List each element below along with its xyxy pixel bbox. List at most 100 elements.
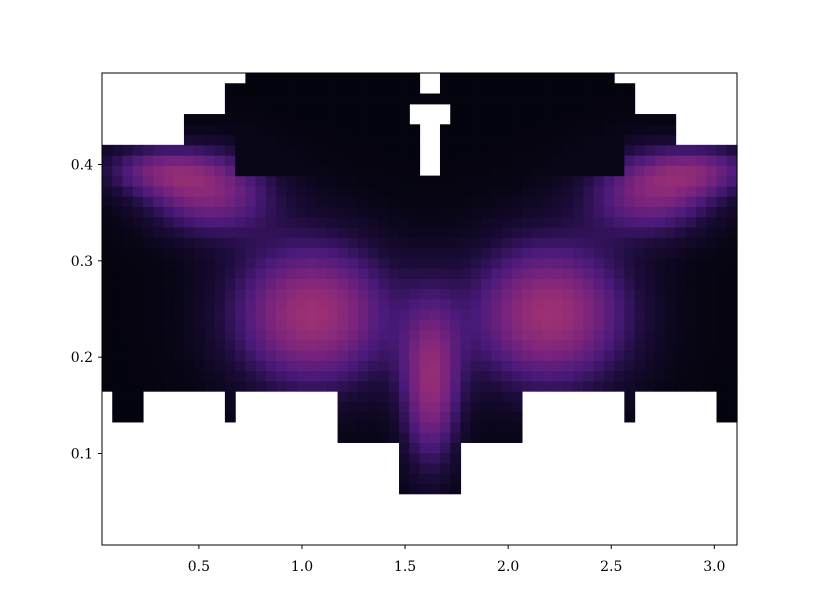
heatmap-cell: [327, 155, 339, 166]
heatmap-cell: [409, 442, 421, 454]
heatmap-cell: [562, 206, 574, 218]
heatmap-cell: [122, 185, 134, 197]
heatmap-cell: [726, 350, 738, 361]
heatmap-cell: [634, 278, 646, 290]
heatmap-cell: [399, 473, 410, 485]
heatmap-cell: [245, 380, 257, 392]
heatmap-cell: [521, 319, 533, 331]
heatmap-cell: [624, 329, 636, 341]
heatmap-cell: [603, 103, 615, 115]
heatmap-cell: [358, 93, 369, 105]
heatmap-cell: [409, 339, 421, 351]
heatmap-cell: [112, 257, 124, 269]
heatmap-cell: [132, 175, 144, 187]
heatmap-cell: [552, 124, 564, 136]
heatmap-cell: [614, 380, 625, 392]
heatmap-cell: [347, 370, 359, 382]
heatmap-cell: [562, 226, 574, 238]
heatmap-cell: [562, 339, 574, 351]
heatmap-cell: [532, 185, 543, 197]
heatmap-cell: [409, 165, 421, 177]
heatmap-cell: [102, 339, 113, 351]
heatmap-cell: [470, 196, 482, 207]
heatmap-cell: [491, 411, 503, 423]
heatmap-cell: [542, 350, 554, 361]
heatmap-cell: [317, 216, 328, 228]
heatmap-cell: [204, 278, 216, 290]
heatmap-cell: [204, 339, 216, 351]
heatmap-cell: [419, 257, 431, 269]
heatmap-cell: [224, 185, 236, 197]
heatmap-cell: [245, 114, 257, 125]
heatmap-cell: [726, 309, 738, 320]
heatmap-cell: [142, 237, 154, 249]
heatmap-cell: [327, 206, 339, 218]
heatmap-cell: [460, 226, 472, 238]
heatmap-cell: [245, 267, 257, 279]
heatmap-cell: [542, 298, 554, 310]
x-tick-label: 1.0: [291, 559, 313, 575]
heatmap-cell: [491, 267, 503, 279]
heatmap-cell: [573, 134, 584, 146]
heatmap-cell: [378, 103, 390, 115]
heatmap-cell: [317, 185, 328, 197]
heatmap-cell: [573, 257, 584, 269]
heatmap-cell: [532, 196, 543, 207]
heatmap-cell: [245, 83, 257, 95]
heatmap-cell: [593, 144, 605, 156]
heatmap-cell: [675, 257, 687, 269]
heatmap-cell: [685, 288, 697, 300]
heatmap-cell: [265, 298, 277, 310]
heatmap-cell: [173, 165, 185, 177]
heatmap-cell: [122, 319, 134, 331]
heatmap-cell: [388, 93, 400, 105]
heatmap-cell: [224, 144, 236, 156]
heatmap-cell: [378, 144, 390, 156]
heatmap-cell: [532, 144, 543, 156]
heatmap-cell: [173, 278, 185, 290]
heatmap-cell: [501, 206, 513, 218]
heatmap-cell: [696, 288, 707, 300]
heatmap-cell: [276, 329, 287, 341]
heatmap-cell: [245, 298, 257, 310]
heatmap-cell: [593, 124, 605, 136]
heatmap-cell: [112, 196, 124, 207]
heatmap-cell: [480, 144, 492, 156]
heatmap-cell: [214, 370, 226, 382]
heatmap-cell: [552, 278, 564, 290]
heatmap-cell: [685, 185, 697, 197]
heatmap-cell: [183, 380, 195, 392]
heatmap-cell: [194, 370, 206, 382]
heatmap-cell: [204, 309, 216, 320]
heatmap-cell: [276, 257, 287, 269]
heatmap-cell: [358, 247, 369, 259]
heatmap-cell: [460, 432, 472, 443]
heatmap-cell: [655, 144, 666, 156]
heatmap-cell: [532, 380, 543, 392]
heatmap-cell: [132, 165, 144, 177]
heatmap-cell: [132, 319, 144, 331]
heatmap-cell: [419, 421, 431, 433]
heatmap-cell: [562, 175, 574, 187]
heatmap-cell: [245, 165, 257, 177]
heatmap-cell: [276, 83, 287, 95]
heatmap-cell: [183, 257, 195, 269]
heatmap-cell: [706, 257, 718, 269]
heatmap-cell: [419, 370, 431, 382]
heatmap-cell: [552, 329, 564, 341]
heatmap-cell: [521, 206, 533, 218]
heatmap-cell: [183, 319, 195, 331]
heatmap-cell: [552, 339, 564, 351]
heatmap-cell: [296, 247, 308, 259]
heatmap-cell: [102, 216, 113, 228]
heatmap-cell: [409, 401, 421, 413]
heatmap-cell: [532, 350, 543, 361]
heatmap-cell: [491, 257, 503, 269]
heatmap-cell: [491, 298, 503, 310]
heatmap-cell: [706, 329, 718, 341]
heatmap-cell: [470, 73, 482, 84]
heatmap-cell: [183, 175, 195, 187]
heatmap-cell: [665, 370, 677, 382]
heatmap-cell: [337, 380, 349, 392]
heatmap-cell: [419, 339, 431, 351]
